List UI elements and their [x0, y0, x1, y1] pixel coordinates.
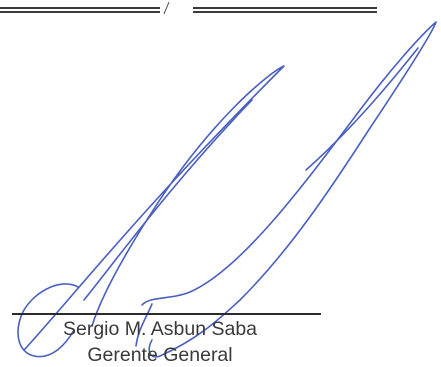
signer-name: Sergio M. Asbun Saba: [62, 318, 258, 340]
top-double-rule-right: [193, 7, 377, 13]
signer-title: Gerente General: [87, 344, 233, 366]
top-double-rule-left: [0, 7, 160, 13]
signature-line: [12, 313, 321, 315]
rule-tick-mark: [163, 1, 170, 15]
